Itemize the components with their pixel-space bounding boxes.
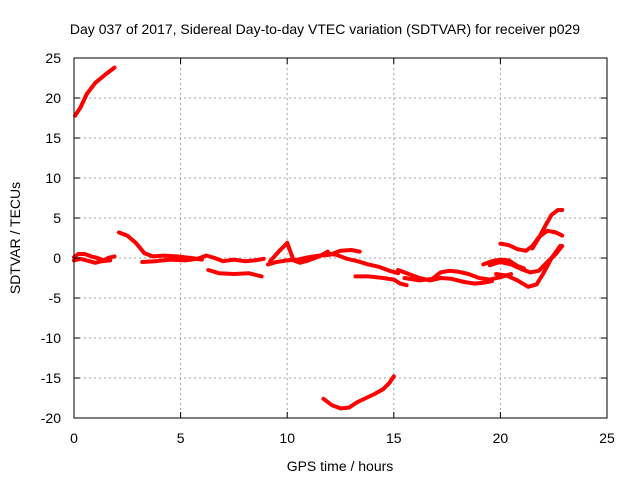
series-arc-12 [402,268,514,283]
x-tick-label: 10 [279,430,295,446]
y-tick-label: 0 [53,250,61,266]
x-tick-label: 0 [70,430,78,446]
x-tick-label: 5 [177,430,185,446]
series-arc-10 [353,274,409,288]
plot-area-border [73,57,608,419]
axis-ticks: 0 5 10 15 20 25 -20 -15 -10 -5 0 5 10 15 20 25 [41,50,615,446]
series-arc-15 [481,257,526,271]
series-arc-11 [396,268,494,286]
y-tick-label: 5 [53,210,61,226]
y-tick-label: 10 [45,170,61,186]
x-tick-label: 15 [386,430,402,446]
y-tick-label: -5 [49,290,62,306]
y-tick-label: 25 [45,50,61,66]
y-tick-label: -15 [41,370,61,386]
series-arc-8 [266,248,362,267]
series-arc-17 [530,208,565,251]
series-arc-6 [206,268,264,279]
series-arc-9 [323,251,401,276]
y-tick-label: 15 [45,130,61,146]
data-series [72,65,565,411]
series-arc-2 [72,252,117,263]
x-axis-label: GPS time / hours [287,458,394,474]
y-tick-label: -10 [41,330,61,346]
series-arc-5 [140,253,266,264]
x-tick-label: 20 [493,430,509,446]
gridlines [74,58,607,418]
chart-title: Day 037 of 2017, Sidereal Day-to-day VTE… [70,21,580,37]
series-arc-3 [72,256,113,265]
series-arc-18 [321,374,396,411]
y-axis-label: SDTVAR / TECUs [7,182,23,294]
y-tick-label: 20 [45,90,61,106]
series-arc-14 [494,244,563,289]
y-tick-label: -20 [41,410,61,426]
x-tick-label: 25 [599,430,615,446]
series-arc-1 [73,65,117,118]
series-arc-4 [116,230,204,262]
